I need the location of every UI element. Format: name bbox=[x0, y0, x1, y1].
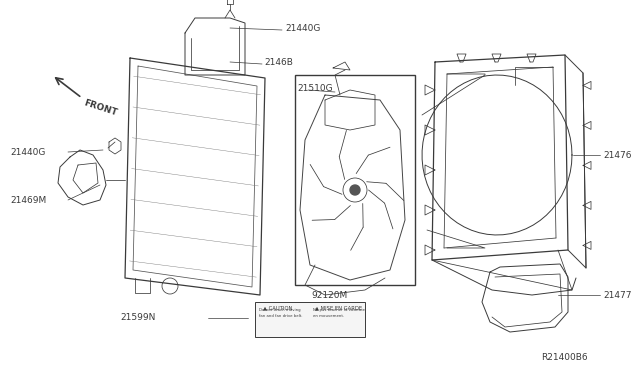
Text: 21440G: 21440G bbox=[10, 148, 45, 157]
Text: 92120M: 92120M bbox=[312, 291, 348, 299]
Text: 21440G: 21440G bbox=[285, 23, 321, 32]
Bar bbox=[295, 75, 415, 285]
Text: 21510G: 21510G bbox=[297, 83, 333, 93]
Text: R21400B6: R21400B6 bbox=[541, 353, 588, 362]
Text: 2146B: 2146B bbox=[264, 58, 293, 67]
Text: 21476: 21476 bbox=[603, 151, 632, 160]
Text: FRONT: FRONT bbox=[83, 98, 118, 118]
Text: Do not touch moving
fan and fan drive belt.: Do not touch moving fan and fan drive be… bbox=[259, 308, 303, 318]
Text: 21469M: 21469M bbox=[10, 196, 46, 205]
Text: Ne pas toucher la courroie
en mouvement.: Ne pas toucher la courroie en mouvement. bbox=[313, 308, 365, 318]
Text: 21599N: 21599N bbox=[120, 314, 156, 323]
Circle shape bbox=[350, 185, 360, 195]
Text: 21477: 21477 bbox=[603, 291, 632, 299]
Text: ▲ MISE EN GARDE: ▲ MISE EN GARDE bbox=[315, 305, 362, 310]
Bar bbox=[255, 302, 365, 337]
Text: ▲ CAUTION: ▲ CAUTION bbox=[263, 305, 292, 310]
